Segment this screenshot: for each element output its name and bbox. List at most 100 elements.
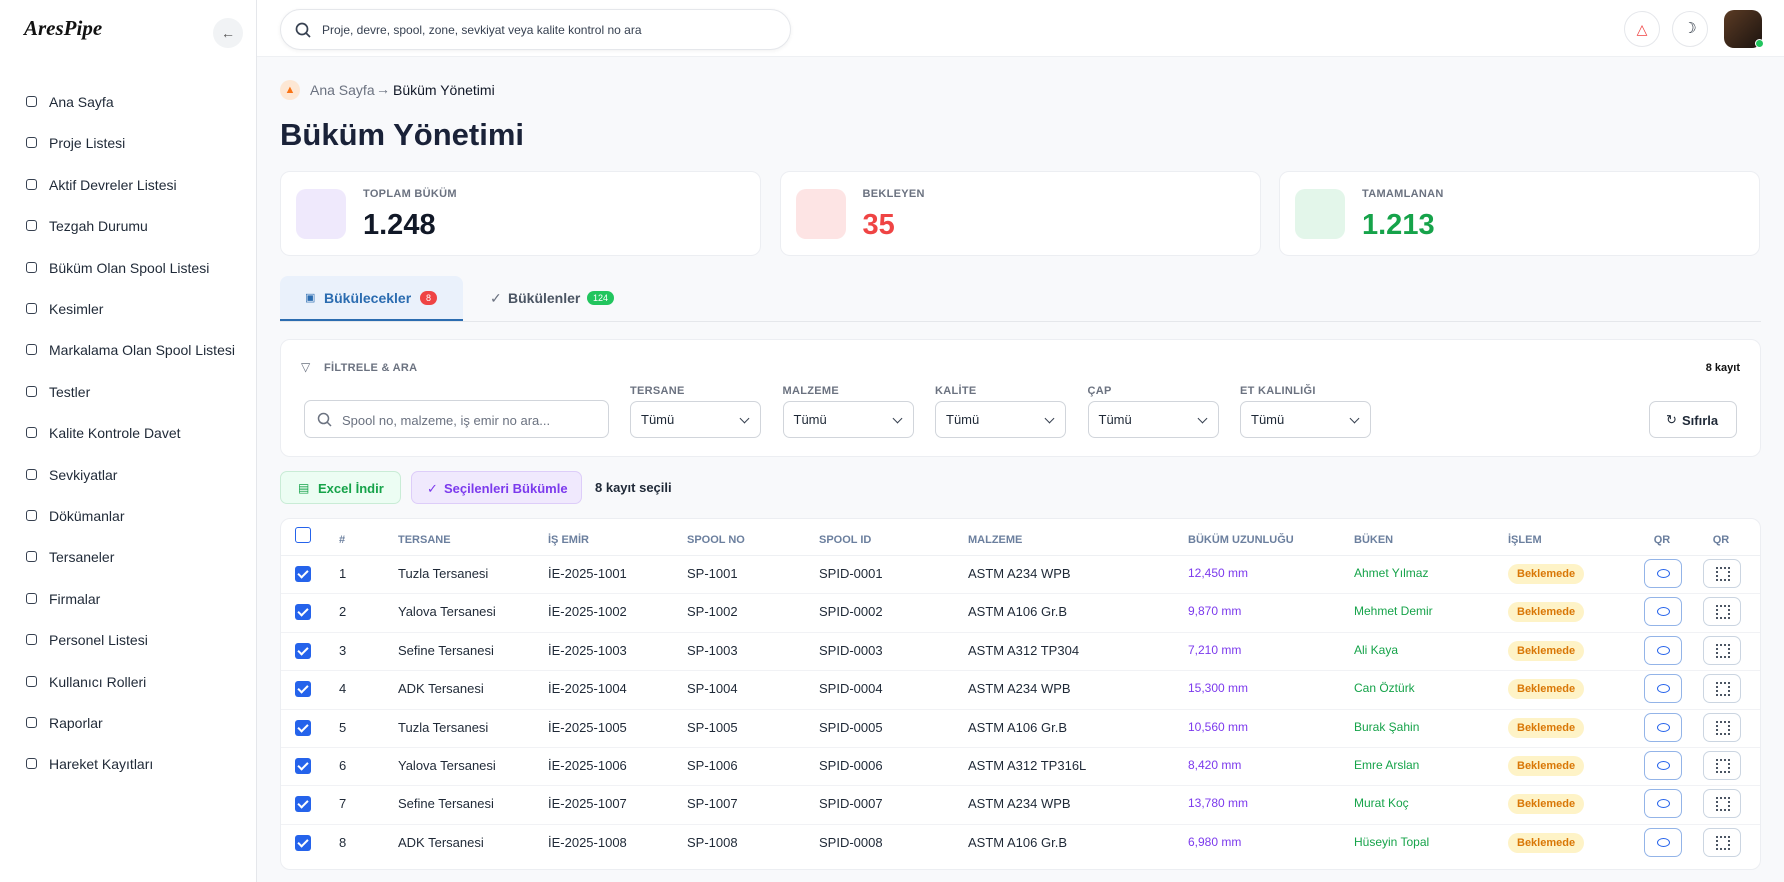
stat-label: BEKLEYEN: [862, 188, 925, 200]
row-divider: [281, 785, 1760, 787]
filter-select[interactable]: Tümü: [630, 401, 761, 438]
qr-button[interactable]: [1703, 597, 1741, 627]
table-cell: 6: [339, 758, 347, 773]
row-checkbox[interactable]: [295, 604, 311, 621]
collapse-button[interactable]: ←: [213, 18, 243, 48]
excel-button[interactable]: ▤ Excel İndir: [280, 471, 401, 504]
tab[interactable]: ✓ Bükülenler 124: [463, 276, 646, 321]
view-button[interactable]: [1644, 597, 1682, 627]
breadcrumb-link[interactable]: Ana Sayfa: [310, 82, 375, 98]
nav-item[interactable]: Markalama Olan Spool Listesi: [26, 340, 236, 360]
table-cell: Sefine Tersanesi: [398, 642, 494, 658]
table-cell: ASTM A106 Gr.B: [968, 604, 1067, 620]
nav-icon: [26, 220, 37, 232]
view-icon: [1657, 684, 1670, 694]
table-cell: 8,420 mm: [1188, 758, 1242, 772]
view-button[interactable]: [1644, 751, 1682, 780]
qr-button[interactable]: [1703, 674, 1741, 704]
theme-button[interactable]: ☽: [1672, 11, 1708, 47]
qr-button[interactable]: [1703, 751, 1741, 780]
nav-item[interactable]: Tersaneler: [26, 547, 236, 567]
nav-label: Proje Listesi: [49, 135, 126, 152]
nav-icon: [26, 303, 37, 314]
table-cell: İE-2025-1001: [548, 566, 627, 581]
status-badge: Beklemede: [1508, 756, 1585, 776]
view-button[interactable]: [1644, 827, 1682, 857]
row-checkbox[interactable]: [295, 719, 311, 736]
table-header: BÜKEN: [1354, 534, 1394, 546]
qr-button[interactable]: [1703, 559, 1741, 588]
select-all-checkbox[interactable]: [295, 527, 311, 543]
stat-value: 1.213: [1362, 209, 1435, 241]
row-checkbox[interactable]: [295, 681, 311, 698]
table-cell: SP-1006: [687, 758, 738, 773]
qr-icon: [1716, 567, 1730, 581]
nav-item[interactable]: Tezgah Durumu: [26, 216, 236, 236]
nav-item[interactable]: Kalite Kontrole Davet: [26, 423, 236, 443]
nav-item[interactable]: Testler: [26, 382, 236, 402]
status-badge: Beklemede: [1508, 564, 1585, 584]
table-cell: Burak Şahin: [1354, 719, 1420, 734]
view-button[interactable]: [1644, 712, 1682, 742]
nav-item[interactable]: Dökümanlar: [26, 506, 236, 526]
view-button[interactable]: [1644, 789, 1682, 819]
qr-icon: [1716, 797, 1730, 812]
table-cell: SPID-0008: [819, 834, 883, 850]
nav-item[interactable]: Firmalar: [26, 589, 236, 609]
tab-label: Bükülenler: [508, 290, 581, 306]
nav-item[interactable]: Büküm Olan Spool Listesi: [26, 258, 236, 278]
bend-icon: ✓: [427, 481, 438, 496]
filter-select[interactable]: Tümü: [782, 401, 914, 438]
table-cell: İE-2025-1006: [548, 758, 627, 773]
qr-button[interactable]: [1703, 712, 1741, 742]
stat-card: BEKLEYEN 35: [779, 171, 1261, 256]
filter-label: ÇAP: [1087, 385, 1112, 397]
row-checkbox[interactable]: [295, 642, 311, 659]
qr-button[interactable]: [1703, 789, 1741, 819]
reset-button[interactable]: ↻ Sıfırla: [1649, 401, 1737, 438]
table-cell: 10,560 mm: [1188, 719, 1249, 734]
table-cell: Emre Arslan: [1354, 758, 1420, 772]
bend-button[interactable]: ✓ Seçilenleri Bükümle: [411, 471, 582, 504]
row-checkbox[interactable]: [295, 834, 311, 851]
nav-icon: [26, 137, 37, 149]
qr-button[interactable]: [1703, 827, 1741, 857]
nav-item[interactable]: Ana Sayfa: [26, 92, 236, 112]
row-checkbox[interactable]: [295, 796, 311, 813]
filter-label: MALZEME: [782, 385, 839, 397]
filter-select[interactable]: Tümü: [935, 401, 1066, 438]
view-button[interactable]: [1644, 635, 1682, 665]
global-search[interactable]: Proje, devre, spool, zone, sevkiyat veya…: [280, 9, 791, 50]
tab-active[interactable]: ▣ Bükülecekler 8: [280, 276, 463, 321]
nav-item[interactable]: Personel Listesi: [26, 630, 236, 650]
row-divider: [281, 747, 1760, 748]
filter-label: ET KALINLIĞI: [1240, 385, 1316, 397]
row-divider: [281, 670, 1760, 672]
alert-button[interactable]: △: [1624, 11, 1660, 47]
view-button[interactable]: [1644, 674, 1682, 704]
qr-button[interactable]: [1703, 635, 1741, 665]
view-button[interactable]: [1644, 559, 1682, 588]
table-header: #: [339, 534, 346, 546]
table-cell: Ali Kaya: [1354, 642, 1399, 657]
nav-item[interactable]: Sevkiyatlar: [26, 465, 236, 485]
nav-item[interactable]: Raporlar: [26, 713, 236, 733]
table-cell: Tuzla Tersanesi: [398, 719, 489, 735]
row-checkbox[interactable]: [295, 566, 311, 582]
filter-search[interactable]: Spool no, malzeme, iş emir no ara...: [304, 400, 609, 438]
table-cell: SP-1003: [687, 642, 738, 658]
nav-item[interactable]: Hareket Kayıtları: [26, 754, 236, 774]
nav-item[interactable]: Proje Listesi: [26, 133, 236, 153]
nav-item[interactable]: Kesimler: [26, 299, 236, 319]
nav-label: Tersaneler: [49, 549, 115, 566]
status-badge: Beklemede: [1508, 640, 1585, 661]
row-checkbox[interactable]: [295, 758, 311, 774]
status-badge: Beklemede: [1508, 717, 1585, 738]
nav-item[interactable]: Aktif Devreler Listesi: [26, 175, 236, 195]
filter-select[interactable]: Tümü: [1240, 401, 1371, 438]
nav-icon: [26, 551, 37, 563]
nav-item[interactable]: Kullanıcı Rolleri: [26, 672, 236, 692]
table-cell: 4: [339, 681, 347, 697]
brand[interactable]: AresPipe: [24, 16, 103, 40]
filter-select[interactable]: Tümü: [1087, 401, 1219, 438]
